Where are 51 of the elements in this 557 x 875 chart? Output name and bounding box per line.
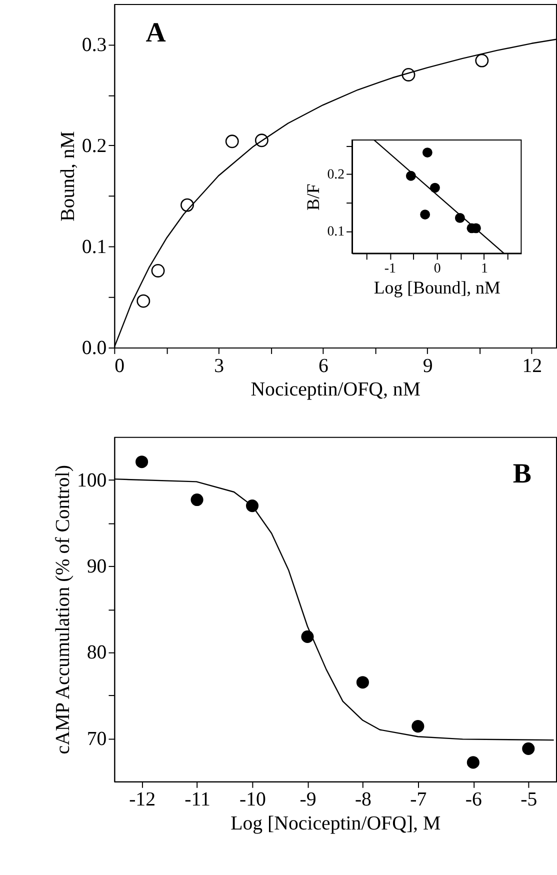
x-tick-label: 9 — [422, 354, 433, 377]
x-tick-label: -9 — [300, 788, 316, 811]
y-axis-title: Bound, nM — [56, 130, 79, 222]
x-tick-label: -7 — [410, 788, 427, 811]
x-tick-label: -11 — [184, 788, 210, 811]
x-tick-label: 12 — [522, 354, 542, 377]
y-tick-label: 0.1 — [327, 224, 345, 240]
x-tick-label: 0 — [114, 354, 125, 377]
point — [356, 676, 369, 689]
x-tick-label: -6 — [465, 788, 482, 811]
annotation: B — [512, 458, 532, 490]
x-tick-label: 3 — [214, 354, 224, 377]
point — [402, 68, 416, 82]
point — [430, 182, 440, 193]
y-tick-label: 0.2 — [327, 168, 345, 183]
point — [466, 756, 480, 769]
point — [420, 210, 430, 220]
y-tick-label: 0.2 — [82, 134, 107, 157]
point — [136, 294, 150, 308]
annotation: A — [146, 18, 166, 49]
point — [254, 134, 268, 148]
x-tick-label: -5 — [520, 788, 538, 811]
point — [422, 148, 432, 158]
point — [151, 264, 165, 278]
x-tick-label: -8 — [354, 788, 372, 811]
x-tick-label: 1 — [480, 262, 488, 277]
y-axis-title: B/F — [303, 184, 324, 211]
point — [136, 456, 148, 468]
x-tick-label: -12 — [129, 788, 156, 811]
x-tick-label: -1 — [384, 262, 396, 277]
point — [225, 134, 239, 148]
point — [190, 493, 204, 506]
x-axis-title: Log [Nociceptin/OFQ], M — [230, 812, 441, 835]
y-axis-title: cAMP Accumulation (% of Control) — [52, 465, 74, 754]
x-tick-label: 0 — [434, 262, 441, 277]
y-tick-label: 0.0 — [82, 336, 107, 359]
x-tick-label: -10 — [240, 788, 266, 811]
y-tick-label: 70 — [86, 728, 107, 750]
point — [475, 54, 489, 68]
point — [301, 630, 314, 643]
y-tick-label: 90 — [86, 556, 107, 578]
y-tick-label: 0.3 — [82, 34, 107, 56]
x-axis-title: Log [Bound], nM — [374, 277, 500, 298]
x-tick-label: 6 — [318, 354, 328, 377]
y-tick-label: 100 — [76, 469, 107, 492]
y-tick-label: 0.1 — [82, 236, 107, 258]
x-axis-title: Nociceptin/OFQ, nM — [250, 378, 421, 401]
point — [522, 742, 535, 755]
point — [180, 198, 194, 212]
point — [412, 720, 424, 733]
y-tick-label: 80 — [86, 642, 107, 664]
